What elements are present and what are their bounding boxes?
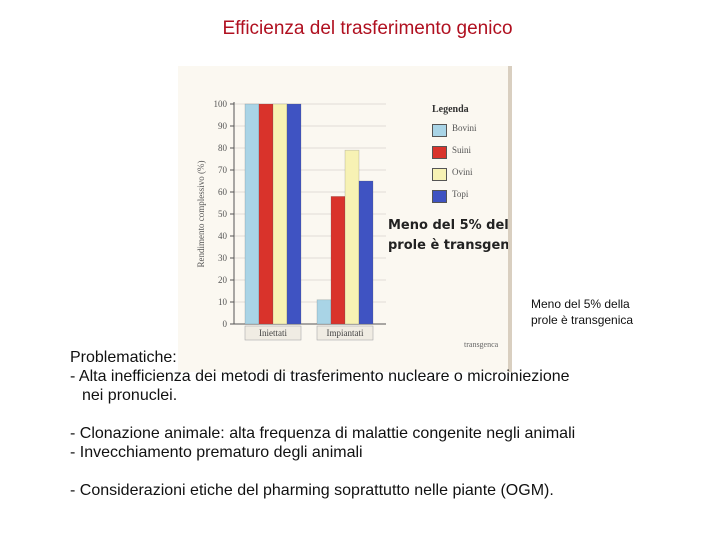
legend-label: Ovini xyxy=(452,167,473,177)
bar-suini xyxy=(330,196,346,325)
category-label: Iniettati xyxy=(259,328,287,338)
bar-ovini xyxy=(272,103,288,325)
bar-bovini xyxy=(244,103,260,325)
y-axis-title: Rendimento complessivo (%) xyxy=(196,161,206,268)
callout-line: prole è transgen xyxy=(388,238,510,253)
y-tick-label: 10 xyxy=(218,297,228,307)
problem-item: - Invecchiamento prematuro degli animali xyxy=(70,444,363,461)
y-tick-label: 70 xyxy=(218,165,228,175)
problem-item-continuation: nei pronuclei. xyxy=(82,387,178,404)
legend-swatch xyxy=(432,168,447,181)
callout-line: Meno del 5% del xyxy=(388,218,509,233)
y-tick-label: 30 xyxy=(218,253,228,263)
legend-label: Topi xyxy=(452,189,469,199)
bar-bovini xyxy=(316,299,332,325)
y-tick-label: 100 xyxy=(214,99,228,109)
figure-edge xyxy=(508,66,512,372)
legend-swatch xyxy=(432,124,447,137)
legend-swatch xyxy=(432,190,447,203)
bar-topi xyxy=(358,180,374,325)
bar-topi xyxy=(286,103,302,325)
y-tick-label: 20 xyxy=(218,275,228,285)
problem-item: - Considerazioni etiche del pharming sop… xyxy=(70,482,554,499)
y-tick-label: 80 xyxy=(218,143,228,153)
y-tick-label: 40 xyxy=(218,231,228,241)
legend-swatch xyxy=(432,146,447,159)
caption-line: Meno del 5% della xyxy=(531,297,630,311)
body-text: Problematiche: - Alta inefficienza dei m… xyxy=(70,348,710,500)
caption-line: prole è transgenica xyxy=(531,313,634,327)
figure-caption: Meno del 5% della prole è transgenica xyxy=(531,296,633,328)
y-tick-label: 0 xyxy=(223,319,228,329)
y-tick-label: 50 xyxy=(218,209,228,219)
slide-title: Efficienza del trasferimento genico xyxy=(222,18,513,39)
bar-ovini xyxy=(344,149,360,325)
callout-text: Meno del 5% del prole è transgen xyxy=(388,216,512,260)
problem-item: - Alta inefficienza dei metodi di trasfe… xyxy=(70,368,570,385)
chart-legend: Legenda Bovini Suini Ovini Topi xyxy=(428,104,508,214)
y-tick-label: 90 xyxy=(218,121,228,131)
legend-label: Bovini xyxy=(452,123,477,133)
problems-heading: Problematiche: xyxy=(70,349,177,366)
legend-title: Legenda xyxy=(432,104,469,115)
legend-label: Suini xyxy=(452,145,472,155)
category-label: Impiantati xyxy=(327,328,364,338)
bar-suini xyxy=(258,103,274,325)
category-label-box xyxy=(244,325,302,341)
problem-item: - Clonazione animale: alta frequenza di … xyxy=(70,425,576,442)
figure-fragment-text: transgenca xyxy=(464,340,499,349)
category-label-box xyxy=(316,325,374,341)
y-tick-label: 60 xyxy=(218,187,228,197)
chart-figure: 0 10 20 30 40 50 60 70 80 90 100 Rendimento comples… xyxy=(178,66,512,372)
bar-chart: 0 10 20 30 40 50 60 70 80 90 100 Rendimento comples… xyxy=(196,99,386,341)
